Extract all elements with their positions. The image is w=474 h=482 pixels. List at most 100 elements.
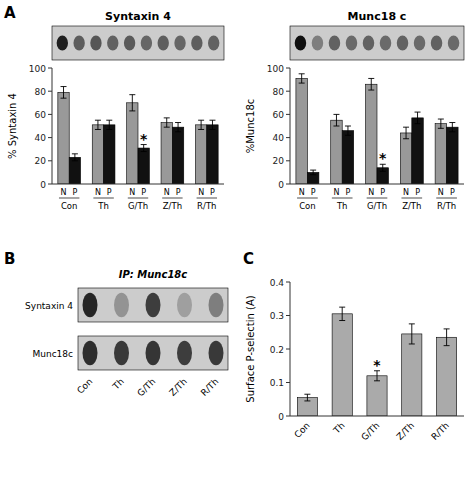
y-tick-label: 0 (278, 412, 284, 422)
error-bar (339, 307, 345, 320)
bar (400, 133, 411, 184)
bar (435, 124, 446, 184)
y-axis (290, 68, 291, 184)
blot-background (290, 26, 464, 60)
series-label: N (129, 188, 135, 197)
y-tick (286, 91, 290, 92)
bar (296, 78, 307, 184)
x-tick-label: Z/Th (402, 201, 421, 211)
bar (331, 120, 342, 184)
x-tick-label: Th (97, 201, 109, 211)
y-axis-label: Surface P-selectin (A) (245, 295, 256, 402)
y-tick-label: 60 (35, 110, 47, 120)
group-underline (59, 198, 79, 199)
series-label: N (198, 188, 204, 197)
y-tick-label: 0.2 (270, 345, 284, 355)
group-underline (436, 198, 457, 199)
y-tick (286, 315, 290, 316)
blot-band (414, 36, 425, 51)
y-tick-label: 0.4 (270, 278, 285, 288)
plot-area (296, 74, 458, 184)
bar (92, 125, 103, 184)
series-label: P (141, 188, 146, 197)
series-label: P (311, 188, 316, 197)
series-label: N (299, 188, 305, 197)
y-tick (48, 114, 52, 115)
y-axis (290, 282, 291, 416)
blot-band (295, 36, 306, 51)
lane-label: Z/Th (167, 376, 189, 398)
blot-background (78, 336, 228, 370)
chart-5: 00.10.20.30.4Surface P-selectin (A)ConTh… (243, 250, 464, 442)
y-tick (286, 68, 290, 69)
series-label: P (450, 188, 455, 197)
group-underline (128, 198, 148, 199)
bar (332, 314, 352, 416)
blot-band (209, 341, 224, 365)
error-bar (333, 114, 339, 126)
annotation: * (379, 150, 387, 166)
bar (58, 92, 69, 184)
title: IP: Munc18c (119, 269, 188, 280)
series-label: N (61, 188, 67, 197)
blot-band (312, 36, 323, 51)
x-tick-label: Con (61, 201, 78, 211)
chart-0: Syntaxin 4A (4, 4, 224, 60)
panel-label: B (4, 250, 15, 268)
blot-row-label: Syntaxin 4 (25, 301, 73, 311)
y-tick (48, 184, 52, 185)
title: Munc18 c (348, 10, 407, 23)
blot-band (380, 36, 391, 51)
lane-label: R/Th (199, 376, 221, 398)
blot-band (191, 36, 202, 51)
series-label: P (415, 188, 420, 197)
bar (127, 103, 138, 184)
bar (412, 118, 423, 184)
error-bar (444, 329, 450, 346)
series-label: P (346, 188, 351, 197)
x-tick-label: Z/Th (395, 420, 417, 442)
y-tick (48, 68, 52, 69)
group-underline (297, 198, 318, 199)
y-axis-label: % Syntaxin 4 (7, 93, 18, 159)
bar (402, 334, 422, 416)
error-bar (449, 123, 455, 132)
blot-band (141, 36, 152, 51)
error-bar (310, 170, 316, 175)
y-tick-label: 0 (40, 180, 46, 190)
blot-band (114, 293, 129, 317)
blot-band (124, 36, 135, 51)
series-label: P (107, 188, 112, 197)
error-bar (198, 120, 204, 129)
y-tick (48, 160, 52, 161)
blot-band (83, 293, 98, 317)
annotation: * (373, 357, 381, 373)
error-bar (95, 120, 101, 129)
y-tick-label: 80 (35, 87, 47, 97)
error-bar (415, 112, 421, 124)
blot-background (52, 26, 224, 60)
blot-band (146, 293, 161, 317)
group-underline (197, 198, 217, 199)
bar (195, 125, 206, 184)
bar (447, 127, 458, 184)
x-axis (290, 416, 464, 417)
series-label: P (210, 188, 215, 197)
y-tick (286, 114, 290, 115)
error-bar (106, 120, 112, 129)
y-tick-label: 0 (278, 180, 284, 190)
blot-band (397, 36, 408, 51)
error-bar (72, 154, 78, 161)
blot-background (78, 288, 228, 322)
x-tick-label: R/Th (197, 201, 216, 211)
x-tick-label: Z/Th (163, 201, 182, 211)
blot-band (177, 293, 192, 317)
y-tick-label: 20 (35, 156, 47, 166)
chart-1: 020406080100% Syntaxin 4NPConNPThNPG/ThN… (7, 64, 224, 212)
bar (207, 125, 218, 184)
y-tick-label: 0.3 (270, 311, 284, 321)
blot-band (209, 293, 224, 317)
blot-band (158, 36, 169, 51)
chart-4: IP: Munc18cSyntaxin 4Munc18cConThG/ThZ/T… (4, 250, 228, 398)
error-bar (61, 87, 67, 99)
